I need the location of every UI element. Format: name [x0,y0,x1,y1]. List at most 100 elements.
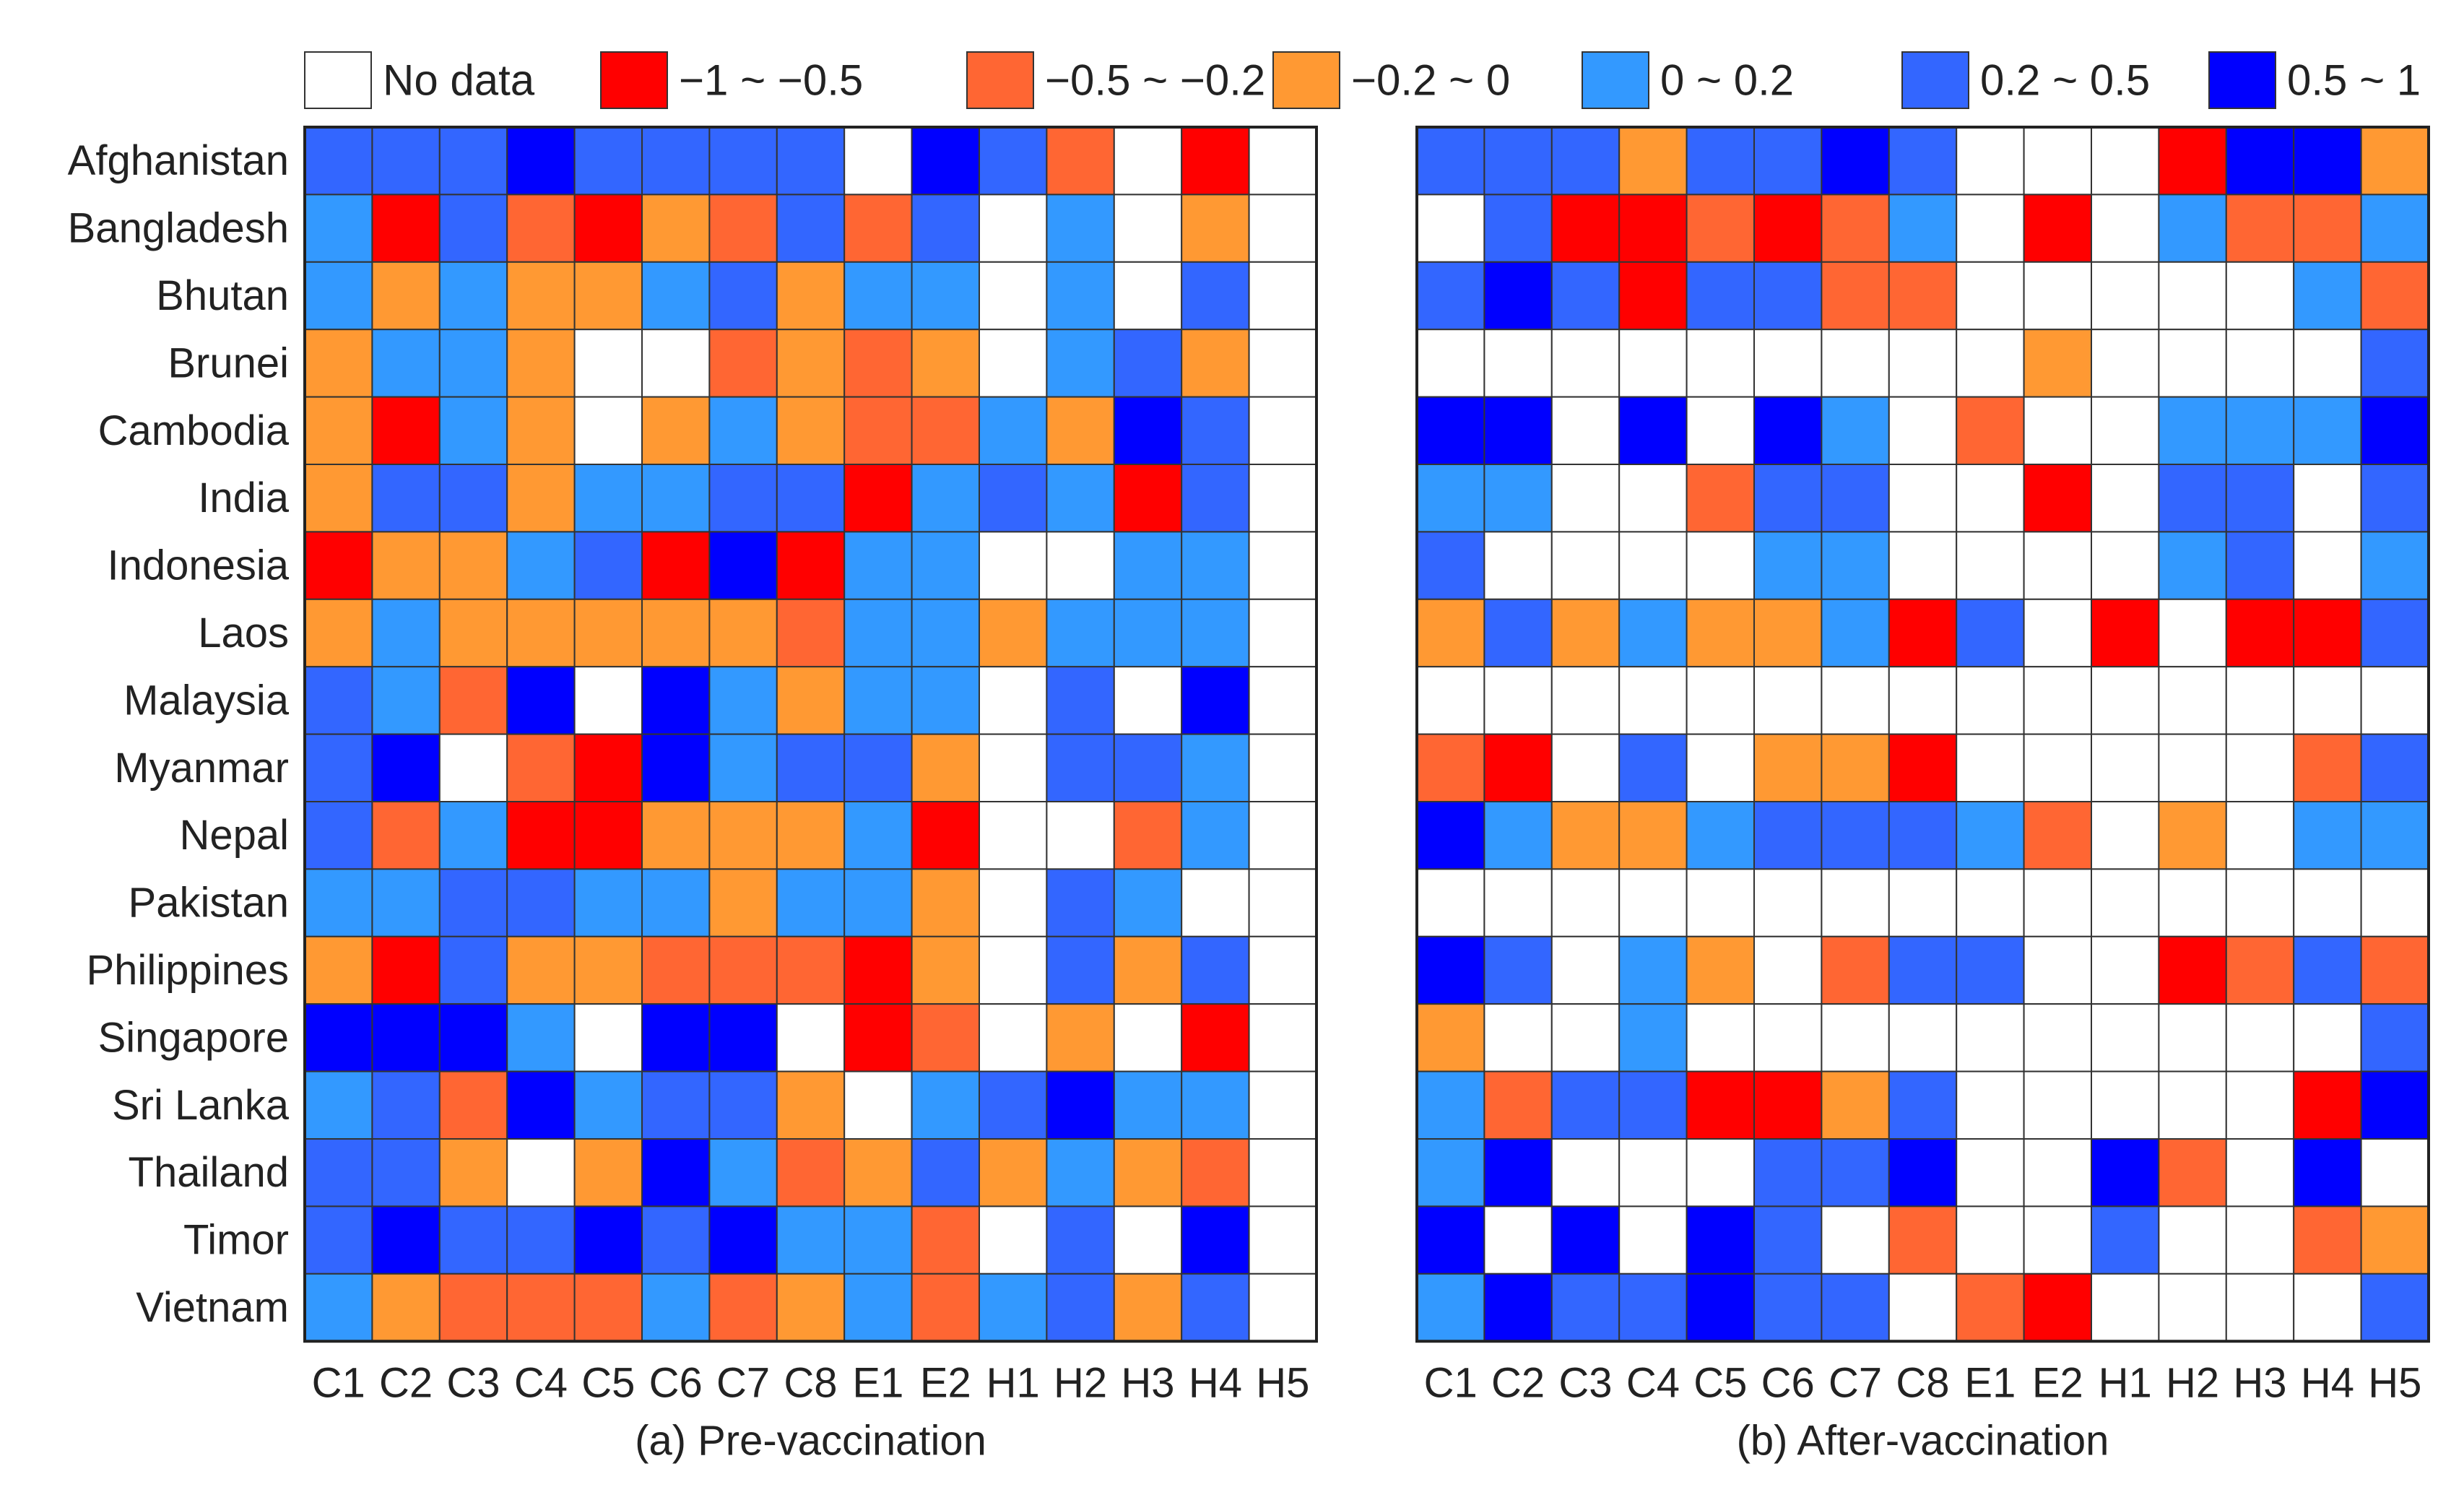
heatmap-cell [371,935,441,1005]
heatmap-cell [1821,126,1890,196]
heatmap-cell [776,733,846,802]
heatmap-cell [979,1138,1048,1208]
heatmap-cell [304,1205,373,1275]
heatmap-cell [1686,1003,1756,1072]
heatmap-cell [2360,329,2430,398]
heatmap-cell [1821,733,1890,802]
heatmap-cell [1686,1070,1756,1140]
heatmap-cell [2293,598,2362,668]
heatmap-cell [2023,801,2093,870]
column-label: C6 [649,1360,703,1407]
heatmap-cell [1753,531,1823,600]
heatmap-cell [1888,396,1958,465]
heatmap-cell [843,396,913,465]
heatmap-cell [641,598,711,668]
heatmap-cell [1618,733,1688,802]
heatmap-cell [438,733,508,802]
heatmap-cell [979,666,1048,735]
heatmap-cell [573,464,643,533]
heatmap-cell [1550,801,1621,870]
heatmap-cell [2091,935,2160,1005]
heatmap-cell [1686,396,1756,465]
heatmap-cell [1181,733,1250,802]
heatmap-cell [708,868,778,937]
heatmap-cell [843,666,913,735]
heatmap-cell [371,531,441,600]
heatmap-cell [2293,126,2362,196]
heatmap-panel-pre-vaccination: Afghanistan Bangladesh Bhutan Brunei Cambodi… [68,126,1318,1465]
column-label: C7 [1829,1360,1882,1407]
heatmap-cell [1483,1138,1553,1208]
heatmap-cell [1753,1138,1823,1208]
heatmap-cell [708,329,778,398]
heatmap-cells [304,126,1317,1343]
heatmap-cell [1618,329,1688,398]
heatmap-cell [1181,194,1250,263]
heatmap-cell [573,868,643,937]
heatmap-cell [2158,1070,2227,1140]
heatmap-cell [2225,126,2295,196]
heatmap-cell [1888,1003,1958,1072]
heatmap-cell [1248,261,1317,331]
heatmap-cell [911,868,980,937]
heatmap-cell [573,1070,643,1140]
heatmap-cell [1113,194,1183,263]
column-label: C4 [514,1360,568,1407]
heatmap-cell [776,1138,846,1208]
heatmap-cell [708,1138,778,1208]
legend-label: 0.5 ~ 1 [2287,56,2421,105]
heatmap-cell [1046,1070,1115,1140]
heatmap-cell [1483,261,1553,331]
column-label: E2 [920,1360,971,1407]
heatmap-cell [1181,801,1250,870]
heatmap-cell [506,194,576,263]
heatmap-cell [843,1205,913,1275]
column-label: C2 [379,1360,433,1407]
heatmap-cell [304,1138,373,1208]
heatmap-cell [2023,1205,2093,1275]
column-label: E1 [852,1360,903,1407]
panel-frame [303,126,1318,1343]
heatmap-cell [2225,801,2295,870]
heatmap-cell [641,1003,711,1072]
heatmap-cell [1416,531,1485,600]
heatmap-cell [1181,126,1250,196]
heatmap-cell [304,935,373,1005]
legend-item: −1 ~ −0.5 [600,51,863,109]
heatmap-cell [1416,935,1485,1005]
heatmap-cell [1753,126,1823,196]
heatmap-cell [2360,1273,2430,1343]
heatmap-cell [1248,1273,1317,1343]
column-label: H2 [2166,1360,2219,1407]
heatmap-cell [2293,1070,2362,1140]
heatmap-cell [2091,531,2160,600]
heatmap-cell [2225,868,2295,937]
heatmap-cell [911,396,980,465]
heatmap-cell [2091,801,2160,870]
heatmap-cell [1113,1003,1183,1072]
heatmap-cell [641,126,711,196]
heatmap-cell [1046,126,1115,196]
heatmap-cell [438,531,508,600]
heatmap-cell [1888,531,1958,600]
heatmap-cell [2158,1205,2227,1275]
heatmap-cell [1181,1138,1250,1208]
heatmap-cell [1248,868,1317,937]
heatmap-cell [2360,666,2430,735]
heatmap-cell [1888,733,1958,802]
heatmap-cell [911,666,980,735]
legend-swatch [1272,51,1340,109]
heatmap-cell [1416,801,1485,870]
column-label: H1 [986,1360,1040,1407]
heatmap-cell [1181,261,1250,331]
heatmap-cell [641,868,711,937]
heatmap-cell [304,464,373,533]
heatmap-cell [2023,464,2093,533]
heatmap-cell [2158,329,2227,398]
heatmap-cell [438,1273,508,1343]
heatmap-cell [371,733,441,802]
heatmap-cell [843,801,913,870]
heatmap-cell [1753,194,1823,263]
heatmap-cell [1046,733,1115,802]
panel-caption: (a) Pre-vaccination [635,1418,986,1465]
